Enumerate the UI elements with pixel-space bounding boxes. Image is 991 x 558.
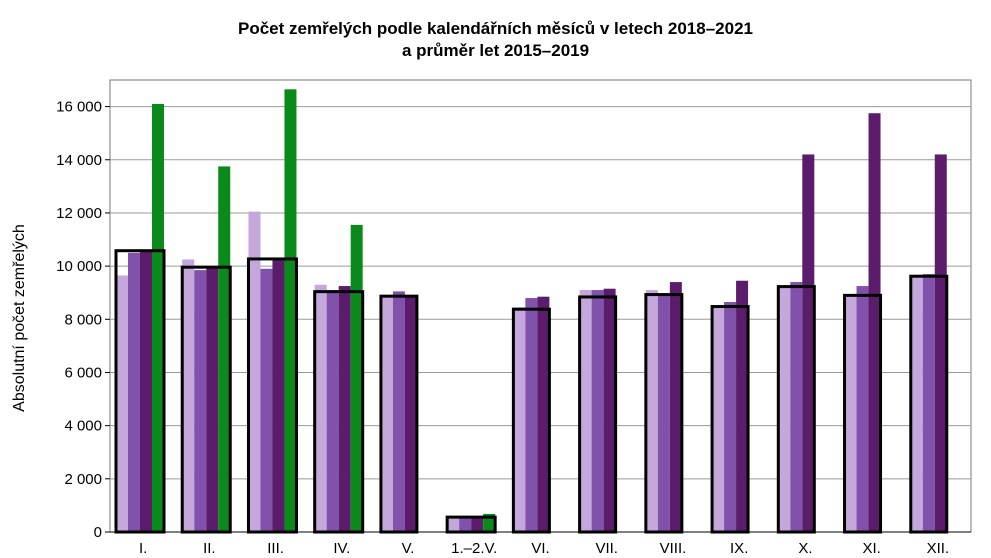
x-tick-label: VIII. (660, 540, 687, 557)
bar-1 (182, 259, 195, 532)
y-tick-label: 8 000 (64, 311, 102, 328)
y-tick-label: 10 000 (56, 258, 102, 275)
x-tick-label: V. (402, 540, 415, 557)
bar-3 (802, 154, 815, 532)
bar-3 (603, 288, 616, 532)
y-tick-label: 2 000 (64, 471, 102, 488)
bar-2 (856, 286, 869, 532)
bar-1 (712, 306, 725, 532)
x-tick-label: VI. (531, 540, 549, 557)
bar-3 (868, 113, 881, 532)
bar-4 (218, 166, 231, 533)
bar-3 (537, 296, 550, 532)
bar-2 (790, 282, 803, 532)
bar-3 (669, 282, 682, 532)
bar-1 (645, 290, 658, 532)
y-tick-label: 4 000 (64, 418, 102, 435)
x-tick-label: II. (203, 540, 216, 557)
y-axis-label: Absolutní počet zemřelých (11, 224, 28, 412)
y-tick-label: 16 000 (56, 99, 102, 116)
chart-title-line-1: Počet zemřelých podle kalendářních měsíc… (238, 19, 753, 38)
y-tick-label: 14 000 (56, 152, 102, 169)
bar-3 (206, 267, 219, 532)
x-tick-label: III. (267, 540, 284, 557)
bar-1 (314, 284, 327, 532)
bar-2 (459, 516, 472, 532)
chart-title-line-2: a průměr let 2015–2019 (401, 41, 590, 60)
bar-1 (116, 275, 128, 532)
bar-3 (736, 280, 749, 532)
bar-2 (525, 298, 538, 532)
bar-3 (338, 286, 351, 532)
bar-3 (404, 295, 417, 532)
bar-1 (447, 517, 460, 532)
bar-1 (844, 295, 857, 532)
bar-2 (922, 274, 935, 532)
bar-1 (579, 290, 592, 532)
bar-1 (778, 287, 791, 532)
bar-2 (128, 252, 140, 532)
y-tick-label: 0 (94, 524, 102, 541)
bar-3 (272, 259, 285, 532)
x-tick-label: XI. (862, 540, 880, 557)
x-tick-label: IV. (333, 540, 350, 557)
bar-1 (380, 295, 393, 532)
bar-2 (392, 291, 405, 532)
x-tick-label: VII. (595, 540, 618, 557)
x-tick-label: 1.–2.V. (451, 540, 497, 557)
y-tick-label: 12 000 (56, 205, 102, 222)
bar-1 (513, 307, 526, 532)
x-tick-label: X. (798, 540, 812, 557)
bar-2 (657, 294, 670, 532)
bar-2 (326, 290, 339, 532)
bar-4 (350, 224, 363, 532)
bar-3 (140, 251, 152, 532)
bar-1 (910, 275, 923, 532)
x-tick-label: XII. (927, 540, 950, 557)
y-tick-label: 6 000 (64, 364, 102, 381)
x-tick-label: IX. (730, 540, 748, 557)
bar-3 (471, 517, 484, 532)
bar-2 (724, 302, 737, 532)
bar-4 (152, 103, 164, 532)
bar-4 (284, 89, 297, 533)
bar-2 (260, 268, 273, 532)
bar-1 (248, 211, 261, 533)
bar-3 (934, 154, 947, 532)
bar-2 (194, 270, 207, 532)
x-tick-label: I. (139, 540, 147, 557)
bar-2 (591, 290, 604, 532)
